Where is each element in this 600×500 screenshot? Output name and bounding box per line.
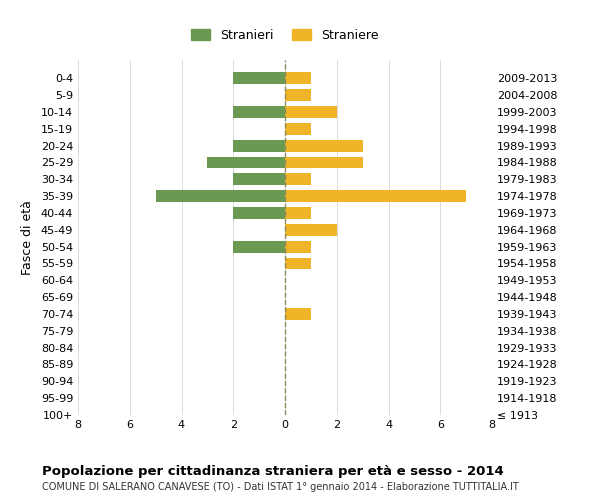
Text: COMUNE DI SALERANO CANAVESE (TO) - Dati ISTAT 1° gennaio 2014 - Elaborazione TUT: COMUNE DI SALERANO CANAVESE (TO) - Dati … [42,482,519,492]
Bar [233,140,285,151]
Bar [233,240,285,252]
Bar [285,156,362,168]
Bar [285,240,311,252]
Bar [285,190,466,202]
Y-axis label: Fasce di età: Fasce di età [21,200,34,275]
Bar [285,140,362,151]
Bar [285,106,337,118]
Bar [285,308,311,320]
Bar [285,72,311,84]
Bar [285,123,311,134]
Bar [285,224,337,235]
Bar [208,156,285,168]
Text: Popolazione per cittadinanza straniera per età e sesso - 2014: Popolazione per cittadinanza straniera p… [42,465,504,478]
Bar [285,89,311,101]
Bar [285,174,311,185]
Legend: Stranieri, Straniere: Stranieri, Straniere [187,24,383,46]
Bar [233,174,285,185]
Bar [285,207,311,219]
Bar [233,72,285,84]
Bar [155,190,285,202]
Bar [285,258,311,270]
Bar [233,106,285,118]
Bar [233,207,285,219]
